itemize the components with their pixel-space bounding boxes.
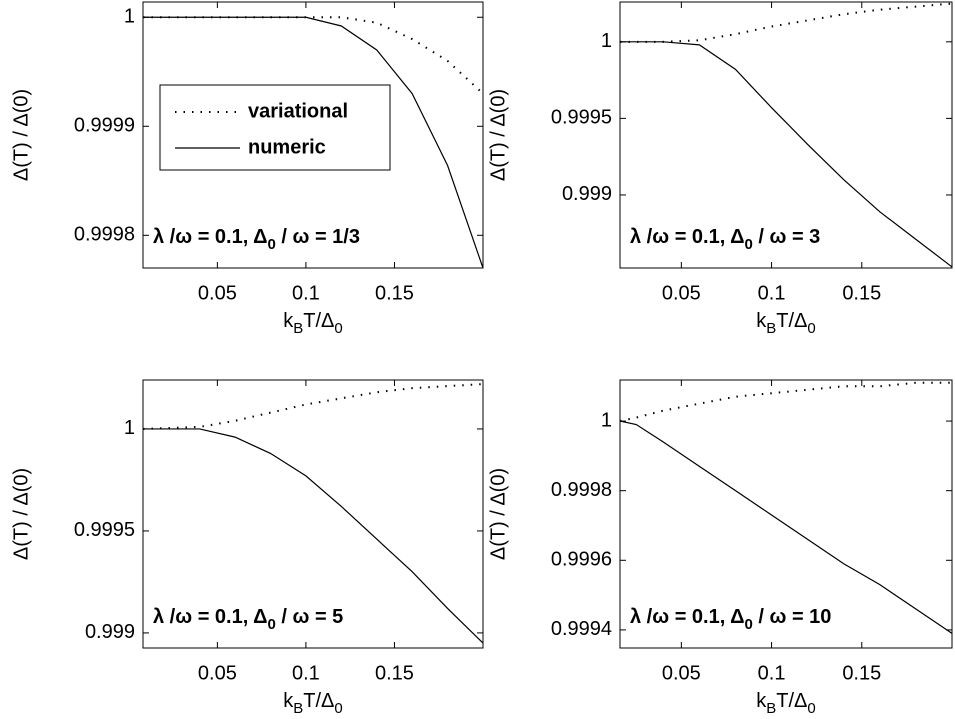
annotation: λ /ω = 0.1, Δ0 / ω = 1/3 — [153, 226, 360, 253]
y-tick-label: 0.9999 — [74, 115, 135, 137]
axes-frame — [142, 379, 484, 649]
x-axis-label-part: k — [283, 690, 294, 712]
x-axis-label: kBT/Δ0 — [283, 690, 343, 717]
legend-box — [159, 84, 391, 171]
y-tick-label: 0.9996 — [551, 549, 612, 571]
series-line — [143, 428, 484, 644]
annotation-part: 0 — [744, 616, 752, 633]
y-tick-label: 0.9995 — [551, 107, 612, 129]
series-line — [619, 420, 953, 634]
x-axis-label-part: T/Δ — [776, 310, 807, 332]
x-axis-label-part: T/Δ — [303, 690, 334, 712]
y-tick-label: 0.999 — [562, 183, 612, 205]
x-axis-label-part: k — [283, 310, 294, 332]
series-line — [620, 41, 953, 268]
annotation-part: / ω = 5 — [276, 606, 343, 628]
x-axis-label-part: k — [756, 310, 767, 332]
annotation-part: λ /ω = 0.1, Δ — [153, 226, 267, 248]
x-tick-label: 0.05 — [662, 282, 701, 304]
x-tick-label: 0.05 — [198, 662, 237, 684]
annotation-part: / ω = 3 — [753, 226, 820, 248]
series-line — [619, 381, 952, 423]
x-tick-label: 0.1 — [292, 282, 320, 304]
annotation: λ /ω = 0.1, Δ0 / ω = 3 — [630, 226, 820, 253]
x-axis-label-part: k — [756, 690, 767, 712]
annotation-part: λ /ω = 0.1, Δ — [630, 226, 744, 248]
x-axis-label-part: 0 — [334, 320, 342, 337]
legend-label: numeric — [248, 136, 326, 158]
x-axis-label-part: 0 — [334, 700, 342, 717]
annotation-part: 0 — [267, 616, 275, 633]
x-axis-label-part: B — [293, 320, 303, 337]
annotation-part: λ /ω = 0.1, Δ — [630, 606, 744, 628]
y-tick-label: 1 — [601, 30, 612, 52]
x-tick-label: 0.15 — [375, 662, 414, 684]
y-tick-label: 0.999 — [85, 621, 135, 643]
annotation: λ /ω = 0.1, Δ0 / ω = 10 — [630, 606, 831, 633]
x-tick-label: 0.1 — [292, 662, 320, 684]
x-tick-label: 0.05 — [198, 282, 237, 304]
y-axis-label: Δ(T) / Δ(0) — [487, 468, 509, 560]
x-axis-label-part: B — [766, 320, 776, 337]
x-tick-label: 0.1 — [758, 282, 786, 304]
annotation-part: 0 — [744, 236, 752, 253]
y-tick-label: 0.9998 — [551, 479, 612, 501]
x-axis-label-part: T/Δ — [303, 310, 334, 332]
y-tick-label: 1 — [124, 417, 135, 439]
x-axis-label-part: 0 — [807, 700, 815, 717]
annotation-part: / ω = 10 — [753, 606, 832, 628]
x-axis-label-part: 0 — [807, 320, 815, 337]
x-axis-label: kBT/Δ0 — [756, 310, 816, 337]
annotation-part: / ω = 1/3 — [276, 226, 360, 248]
x-tick-label: 0.15 — [842, 282, 881, 304]
annotation-part: λ /ω = 0.1, Δ — [153, 606, 267, 628]
x-tick-label: 0.05 — [662, 662, 701, 684]
x-tick-label: 0.15 — [842, 662, 881, 684]
x-axis-label-part: T/Δ — [776, 690, 807, 712]
x-axis-label-part: B — [766, 700, 776, 717]
y-axis-label: Δ(T) / Δ(0) — [487, 89, 509, 181]
y-tick-label: 1 — [124, 6, 135, 28]
legend-label: variational — [248, 100, 348, 122]
series-line — [620, 2, 953, 43]
x-tick-label: 0.15 — [375, 282, 414, 304]
x-axis-label: kBT/Δ0 — [283, 310, 343, 337]
x-axis-label: kBT/Δ0 — [756, 690, 816, 717]
axes-frame — [619, 1, 953, 269]
y-tick-label: 0.9998 — [74, 224, 135, 246]
y-axis-label: Δ(T) / Δ(0) — [10, 468, 32, 560]
y-tick-label: 1 — [601, 409, 612, 431]
series-line — [143, 16, 484, 269]
annotation-part: 0 — [267, 236, 275, 253]
annotation: λ /ω = 0.1, Δ0 / ω = 5 — [153, 606, 343, 633]
y-tick-label: 0.9994 — [551, 618, 612, 640]
x-tick-label: 0.1 — [758, 662, 786, 684]
x-axis-label-part: B — [293, 700, 303, 717]
y-axis-label: Δ(T) / Δ(0) — [10, 89, 32, 181]
y-tick-label: 0.9995 — [74, 519, 135, 541]
axes-frame — [619, 379, 953, 649]
